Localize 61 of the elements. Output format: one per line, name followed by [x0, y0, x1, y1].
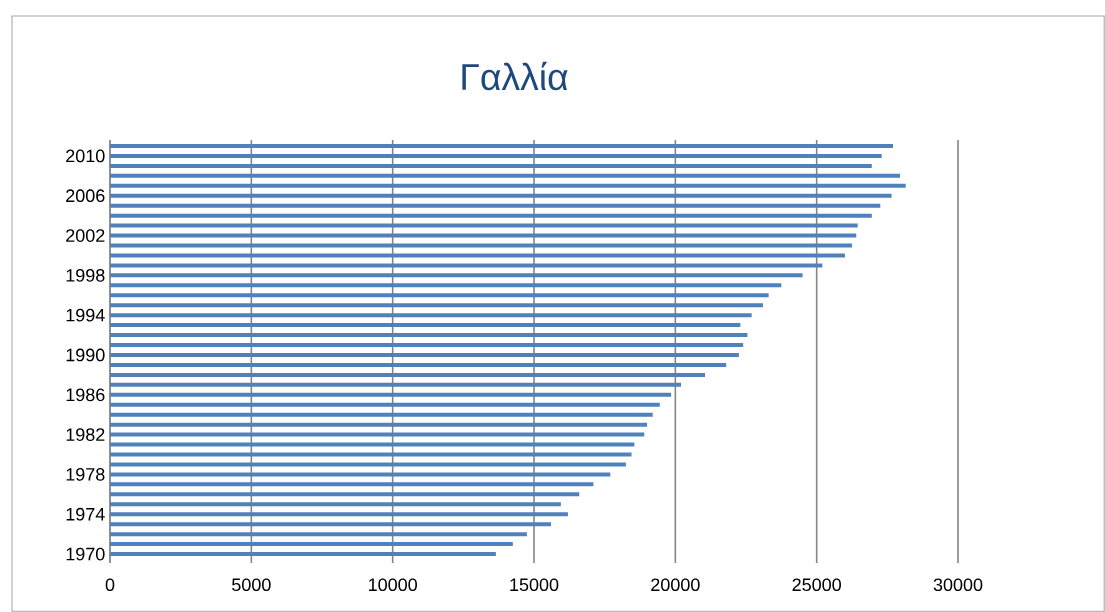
- bar: [110, 432, 645, 437]
- bar: [110, 392, 672, 397]
- bar: [110, 412, 653, 417]
- bar: [110, 502, 561, 507]
- bar: [110, 542, 513, 547]
- bar: [110, 472, 611, 477]
- y-tick-label: 1982: [66, 428, 105, 441]
- bar: [110, 173, 901, 178]
- x-tick-label: 30000: [933, 578, 983, 592]
- x-tick-label: 20000: [651, 578, 700, 592]
- bar: [110, 183, 906, 188]
- bar: [110, 552, 496, 557]
- bar: [110, 532, 527, 537]
- y-tick-label: 1986: [66, 388, 105, 402]
- y-tick-label: 1994: [66, 308, 105, 322]
- bar: [110, 323, 741, 328]
- bar: [110, 143, 893, 148]
- bar: [110, 372, 706, 377]
- bar: [110, 402, 660, 407]
- y-tick-label: 2006: [66, 189, 105, 203]
- x-tick-label: 5000: [232, 578, 271, 592]
- bar: [110, 352, 739, 357]
- bar: [110, 452, 632, 457]
- chart-title: Γαλλία: [462, 61, 568, 91]
- bar: [110, 253, 845, 258]
- bar: [110, 263, 823, 268]
- bar: [110, 303, 763, 308]
- bar: [110, 343, 744, 348]
- x-tick-label: 10000: [369, 578, 417, 592]
- bar: [110, 223, 858, 228]
- bar: [110, 462, 626, 467]
- x-tick-label: 25000: [792, 578, 841, 592]
- y-tick-label: 1974: [66, 507, 105, 521]
- bar: [110, 233, 857, 238]
- bar: [110, 203, 881, 208]
- bar: [110, 313, 752, 318]
- bar: [110, 273, 803, 278]
- bar: [110, 293, 769, 298]
- bar: [110, 362, 727, 367]
- bar: [110, 153, 882, 158]
- bar: [110, 382, 681, 387]
- bar: [110, 522, 551, 527]
- x-tick-label: 0: [105, 578, 115, 592]
- y-tick-label: 2010: [66, 149, 105, 163]
- y-tick-label: 2002: [66, 229, 105, 242]
- bar: [110, 442, 635, 447]
- bar: [110, 422, 648, 427]
- bar: [110, 283, 782, 288]
- y-tick-label: 1978: [66, 468, 105, 481]
- bar: [110, 333, 748, 338]
- bar: [110, 482, 594, 487]
- bar: [110, 512, 568, 517]
- y-tick-label: 1998: [66, 268, 105, 282]
- bar: [110, 193, 892, 198]
- bar: [110, 163, 872, 168]
- bar: [110, 243, 853, 248]
- y-tick-label: 1990: [66, 348, 105, 362]
- bar: [110, 492, 580, 497]
- y-tick-label: 1970: [66, 547, 105, 561]
- bar: [110, 213, 872, 218]
- x-tick-label: 15000: [510, 578, 559, 592]
